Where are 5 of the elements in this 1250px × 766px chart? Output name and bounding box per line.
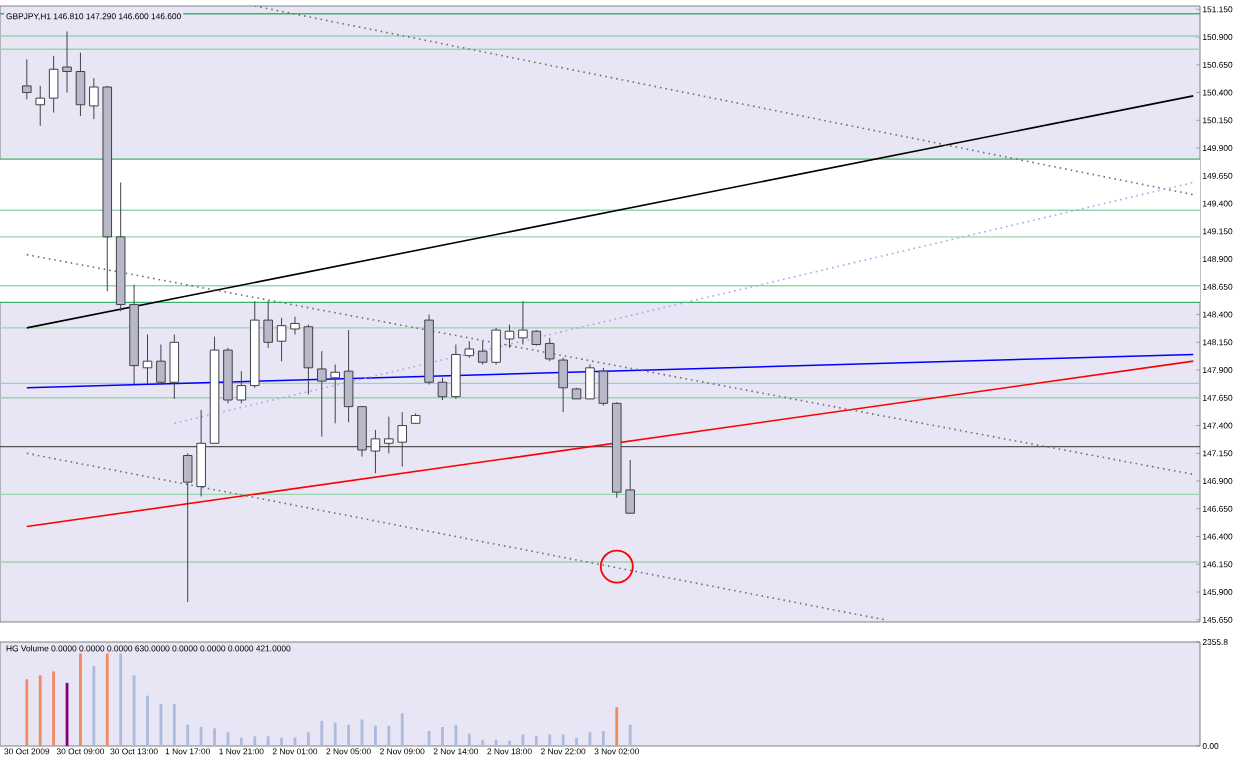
candlestick	[504, 324, 515, 349]
candlestick	[35, 85, 46, 127]
candlestick	[75, 52, 86, 117]
candlestick	[22, 58, 32, 100]
candlestick	[437, 377, 448, 401]
